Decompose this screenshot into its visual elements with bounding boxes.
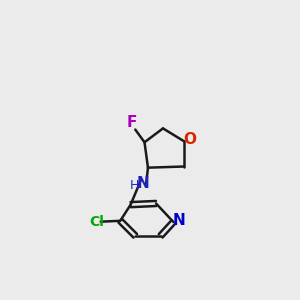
- Text: F: F: [127, 115, 137, 130]
- Text: N: N: [173, 213, 185, 228]
- Text: N: N: [136, 176, 149, 191]
- Text: O: O: [184, 132, 197, 147]
- Text: H: H: [129, 179, 139, 192]
- Text: Cl: Cl: [89, 215, 104, 229]
